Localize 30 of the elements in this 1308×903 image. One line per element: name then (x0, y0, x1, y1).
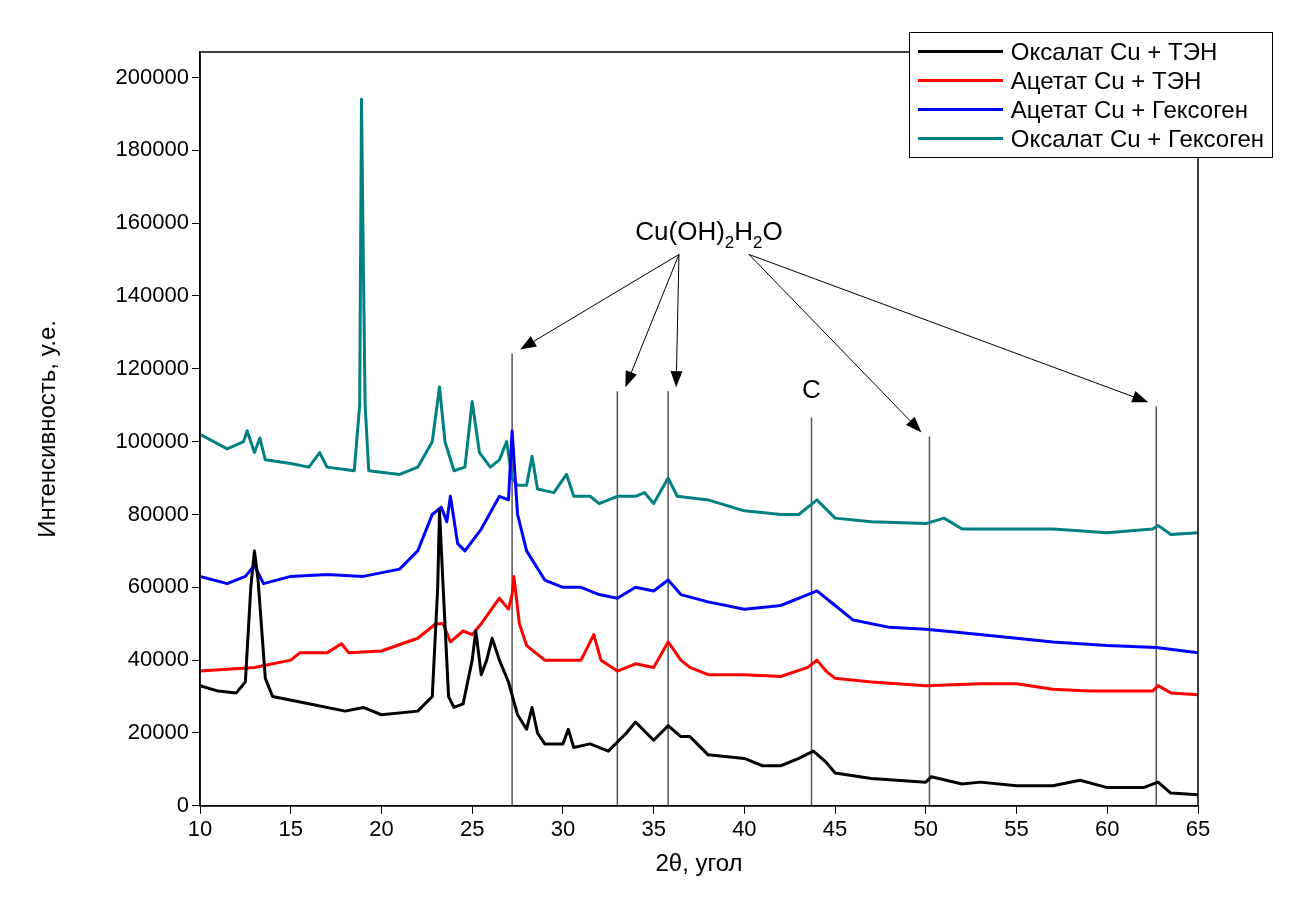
legend-label: Ацетат Cu + ТЭН (1010, 66, 1202, 95)
x-tick-label: 20 (369, 816, 394, 842)
x-tick-label: 15 (278, 816, 303, 842)
x-tick-label: 25 (459, 816, 485, 842)
ref-line-label: C (802, 373, 821, 404)
y-tick-label: 180000 (115, 136, 189, 162)
y-tick-label: 160000 (115, 209, 189, 235)
y-tick-label: 20000 (127, 719, 189, 745)
x-tick-label: 45 (822, 816, 848, 842)
x-tick-label: 55 (1004, 816, 1029, 842)
y-tick-label: 120000 (115, 354, 189, 380)
y-tick-label: 140000 (115, 282, 189, 308)
x-tick-label: 30 (550, 816, 576, 842)
y-tick-label: 100000 (115, 427, 189, 453)
y-tick-label: 40000 (127, 646, 189, 672)
x-tick-label: 40 (732, 816, 757, 842)
y-tick-label: 80000 (127, 500, 189, 526)
x-tick-label: 60 (1095, 816, 1120, 842)
y-axis-title: Интенсивность, у.е. (33, 320, 61, 538)
legend-label: Оксалат Cu + Гексоген (1010, 124, 1264, 153)
x-axis-title: 2θ, угол (655, 849, 743, 877)
x-tick-label: 50 (913, 816, 939, 842)
y-tick-label: 60000 (127, 573, 189, 599)
legend-label: Оксалат Cu + ТЭН (1010, 37, 1218, 66)
legend-label: Ацетат Cu + Гексоген (1010, 95, 1248, 124)
x-tick-label: 35 (641, 816, 666, 842)
x-tick-label: 10 (187, 816, 213, 842)
y-tick-label: 0 (176, 791, 189, 817)
x-tick-label: 65 (1185, 816, 1211, 842)
y-tick-label: 200000 (115, 63, 189, 89)
